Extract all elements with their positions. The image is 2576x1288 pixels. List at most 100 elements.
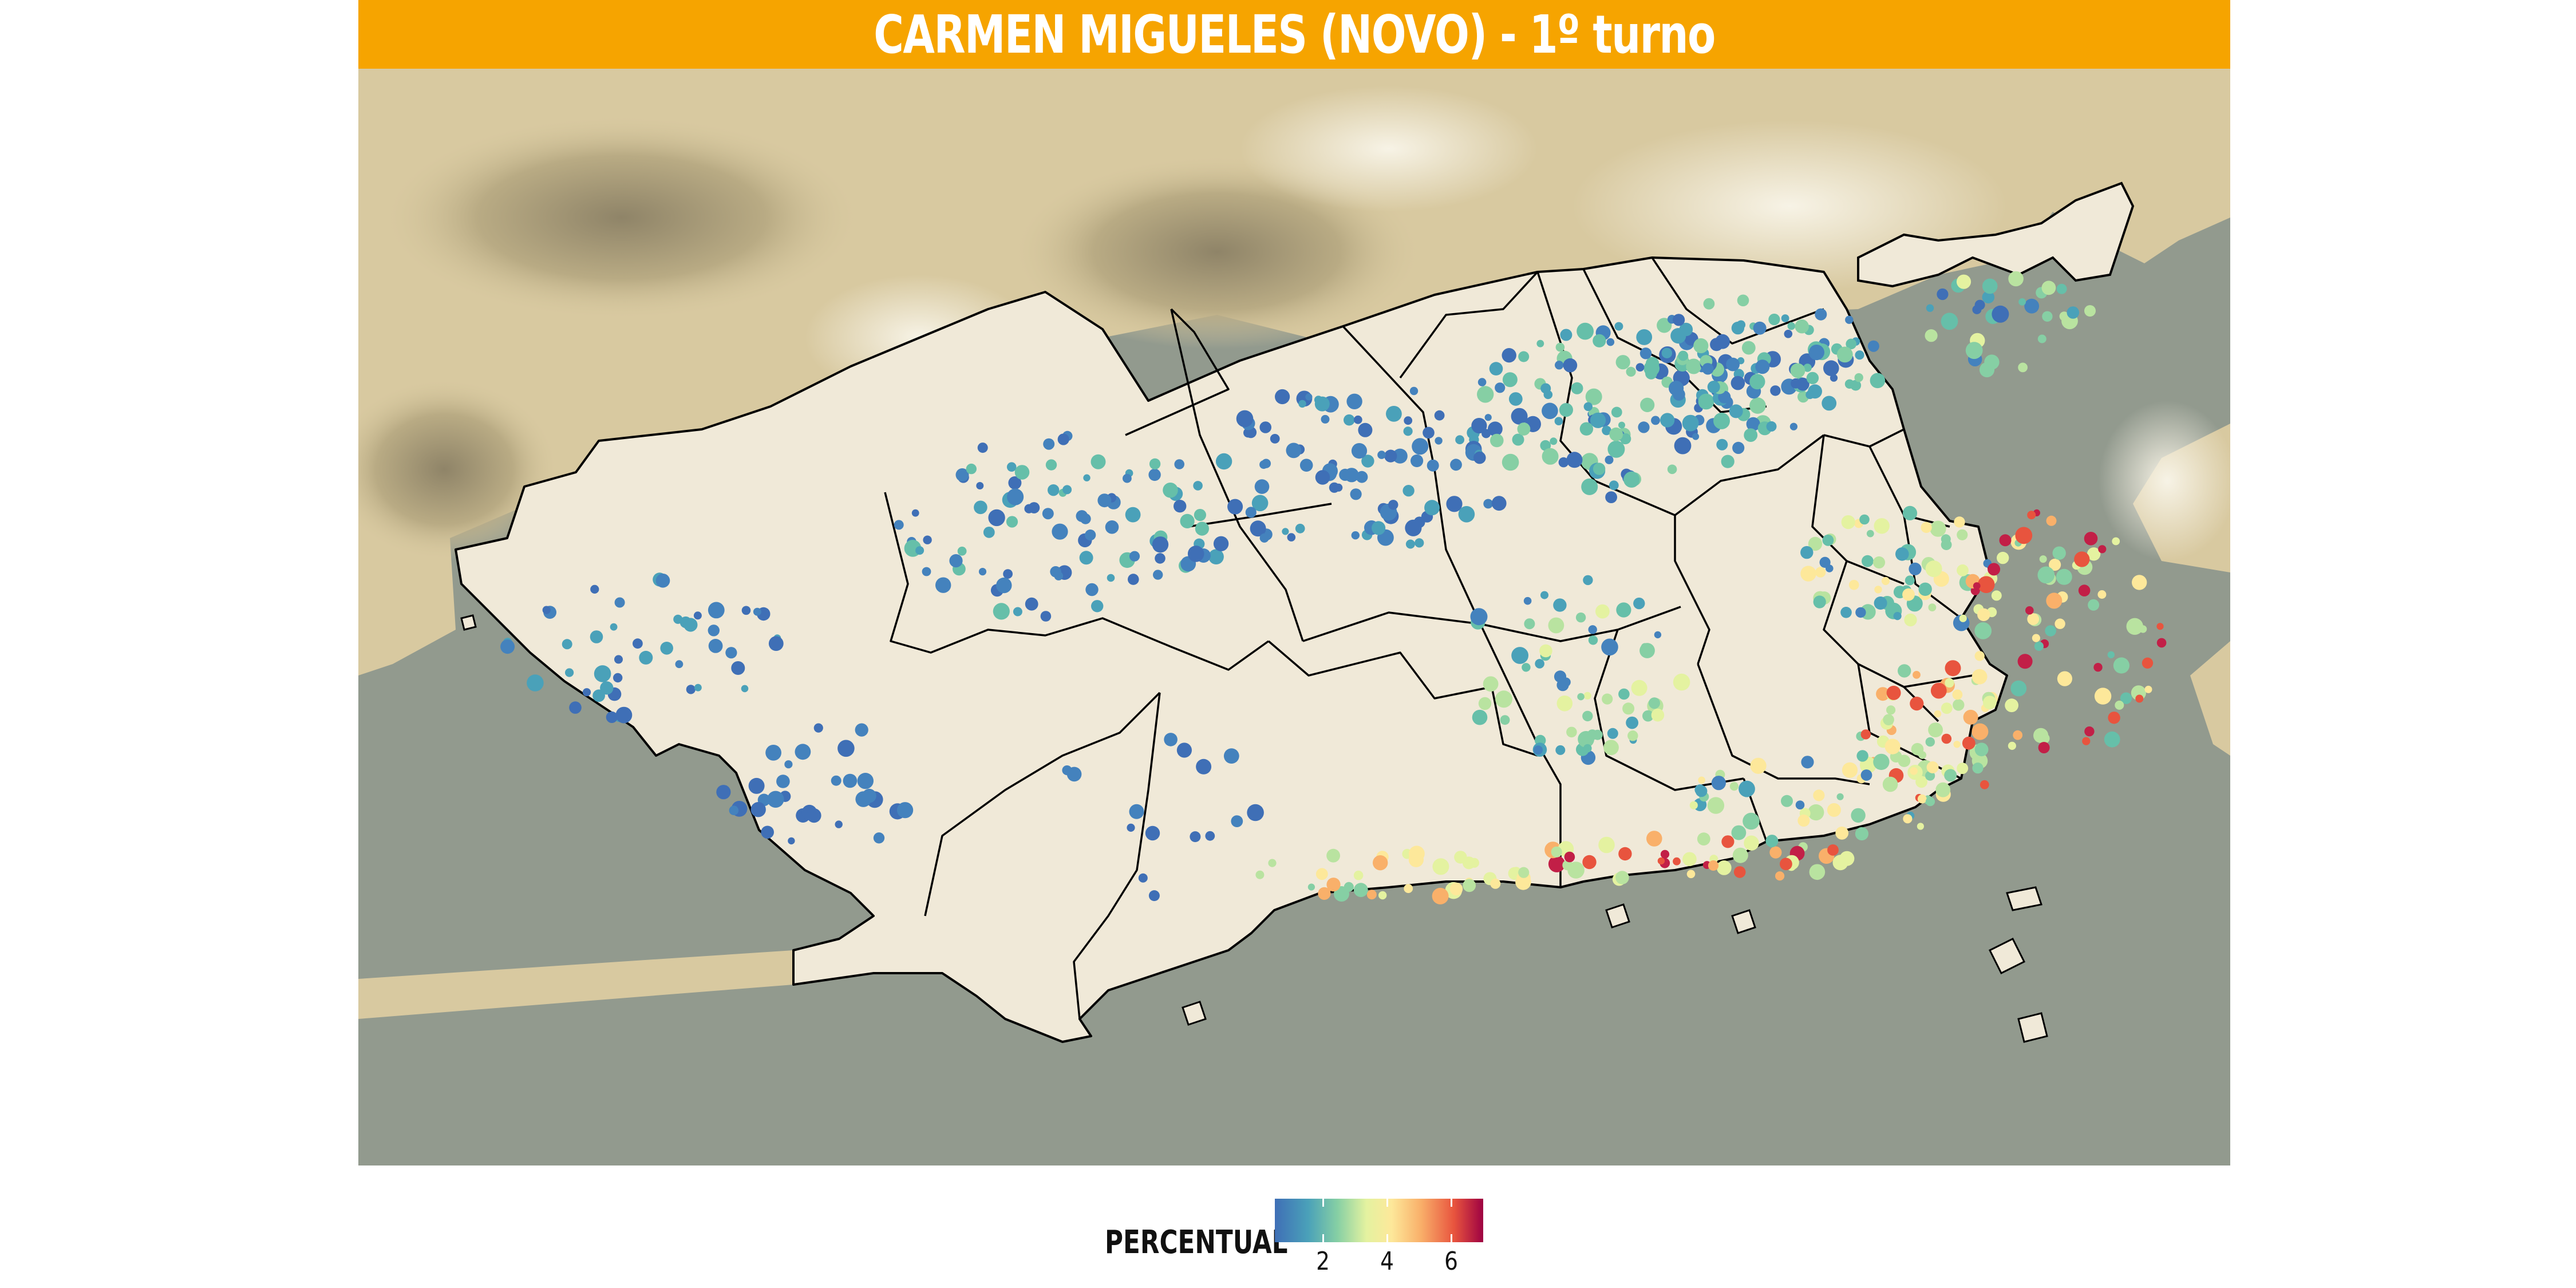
vote-point [2039, 555, 2047, 563]
vote-point [1855, 607, 1866, 618]
vote-point [1636, 329, 1653, 345]
vote-point [1844, 379, 1855, 389]
vote-point [1673, 314, 1685, 326]
vote-point [1014, 465, 1030, 480]
vote-point [1679, 322, 1693, 337]
vote-point [1040, 611, 1052, 622]
vote-point [1298, 400, 1306, 408]
vote-point [1800, 566, 1816, 582]
vote-point [1925, 737, 1935, 747]
vote-point [1193, 481, 1203, 491]
vote-point [1729, 404, 1743, 418]
vote-point [1678, 350, 1689, 361]
vote-point [1883, 714, 1894, 726]
vote-point [2045, 625, 2056, 637]
vote-point [977, 442, 988, 453]
vote-point [1805, 390, 1815, 400]
vote-point [1472, 709, 1488, 725]
vote-point [1247, 804, 1264, 821]
vote-point [1674, 437, 1692, 455]
vote-point [1930, 682, 1947, 699]
vote-point [2015, 527, 2033, 544]
vote-point [1404, 416, 1413, 425]
vote-point [1693, 338, 1709, 354]
islet [1988, 937, 2026, 975]
vote-point [1566, 452, 1583, 468]
vote-point [1753, 321, 1767, 335]
vote-point [1314, 396, 1330, 412]
vote-point [1815, 308, 1827, 321]
vote-point [1129, 804, 1144, 819]
vote-point [1781, 795, 1793, 807]
vote-point [1822, 396, 1837, 411]
vote-point [1635, 363, 1645, 372]
vote-point [835, 820, 843, 828]
map-canvas [358, 69, 2230, 1165]
vote-point [2034, 641, 2044, 651]
vote-point [1581, 478, 1598, 495]
vote-point [1582, 710, 1593, 722]
vote-point [1730, 376, 1745, 390]
vote-point [1536, 339, 1544, 347]
vote-point [1174, 500, 1187, 513]
vote-point [1835, 826, 1849, 840]
vote-point [1944, 769, 1957, 782]
vote-point [1854, 373, 1863, 382]
vote-point [1560, 329, 1573, 341]
vote-point [1558, 457, 1569, 468]
vote-point [1898, 664, 1911, 678]
vote-point [1846, 338, 1856, 350]
vote-point [1548, 855, 1566, 872]
vote-point [1361, 455, 1374, 468]
vote-point [1153, 570, 1163, 580]
vote-point [1163, 483, 1178, 498]
vote-point [527, 674, 544, 692]
vote-point [1042, 508, 1054, 520]
vote-point [2093, 663, 2103, 672]
vote-point [1471, 418, 1487, 434]
vote-point [2008, 271, 2024, 287]
vote-point [1463, 879, 1476, 892]
vote-point [1577, 693, 1585, 701]
vote-point [1965, 342, 1983, 359]
relief-shade [381, 114, 862, 321]
vote-point [1366, 890, 1377, 900]
vote-point [1845, 315, 1854, 324]
vote-point [1926, 304, 1934, 312]
vote-point [1432, 887, 1449, 904]
vote-point [1351, 443, 1368, 459]
vote-point [1765, 835, 1779, 848]
vote-point [1412, 438, 1429, 455]
vote-point [1575, 613, 1586, 623]
vote-point [655, 574, 670, 588]
vote-point [1427, 459, 1439, 472]
island-governador [1857, 181, 2135, 288]
vote-point [1326, 848, 1340, 863]
vote-point [2042, 311, 2053, 322]
vote-point [855, 723, 868, 737]
vote-point [1716, 438, 1728, 451]
vote-point [1356, 471, 1368, 483]
vote-point [1164, 733, 1178, 746]
vote-point [1548, 617, 1564, 634]
legend-color-bar [1275, 1199, 1483, 1242]
vote-point [1795, 319, 1809, 334]
vote-point [1423, 426, 1435, 439]
vote-point [1409, 386, 1419, 396]
vote-point [1579, 422, 1594, 436]
vote-point [1045, 459, 1057, 471]
vote-point [1721, 455, 1735, 468]
vote-point [1491, 496, 1507, 511]
vote-point [2033, 728, 2049, 743]
vote-point [582, 688, 591, 697]
vote-point [1809, 864, 1826, 880]
vote-point [1795, 800, 1805, 809]
vote-point [767, 791, 784, 808]
vote-point [1957, 762, 1969, 775]
vote-point [1974, 651, 1985, 661]
vote-point [1535, 659, 1544, 669]
vote-point [1827, 803, 1841, 817]
vote-point [894, 520, 904, 530]
vote-point [1913, 671, 1921, 679]
vote-point [1502, 453, 1519, 471]
